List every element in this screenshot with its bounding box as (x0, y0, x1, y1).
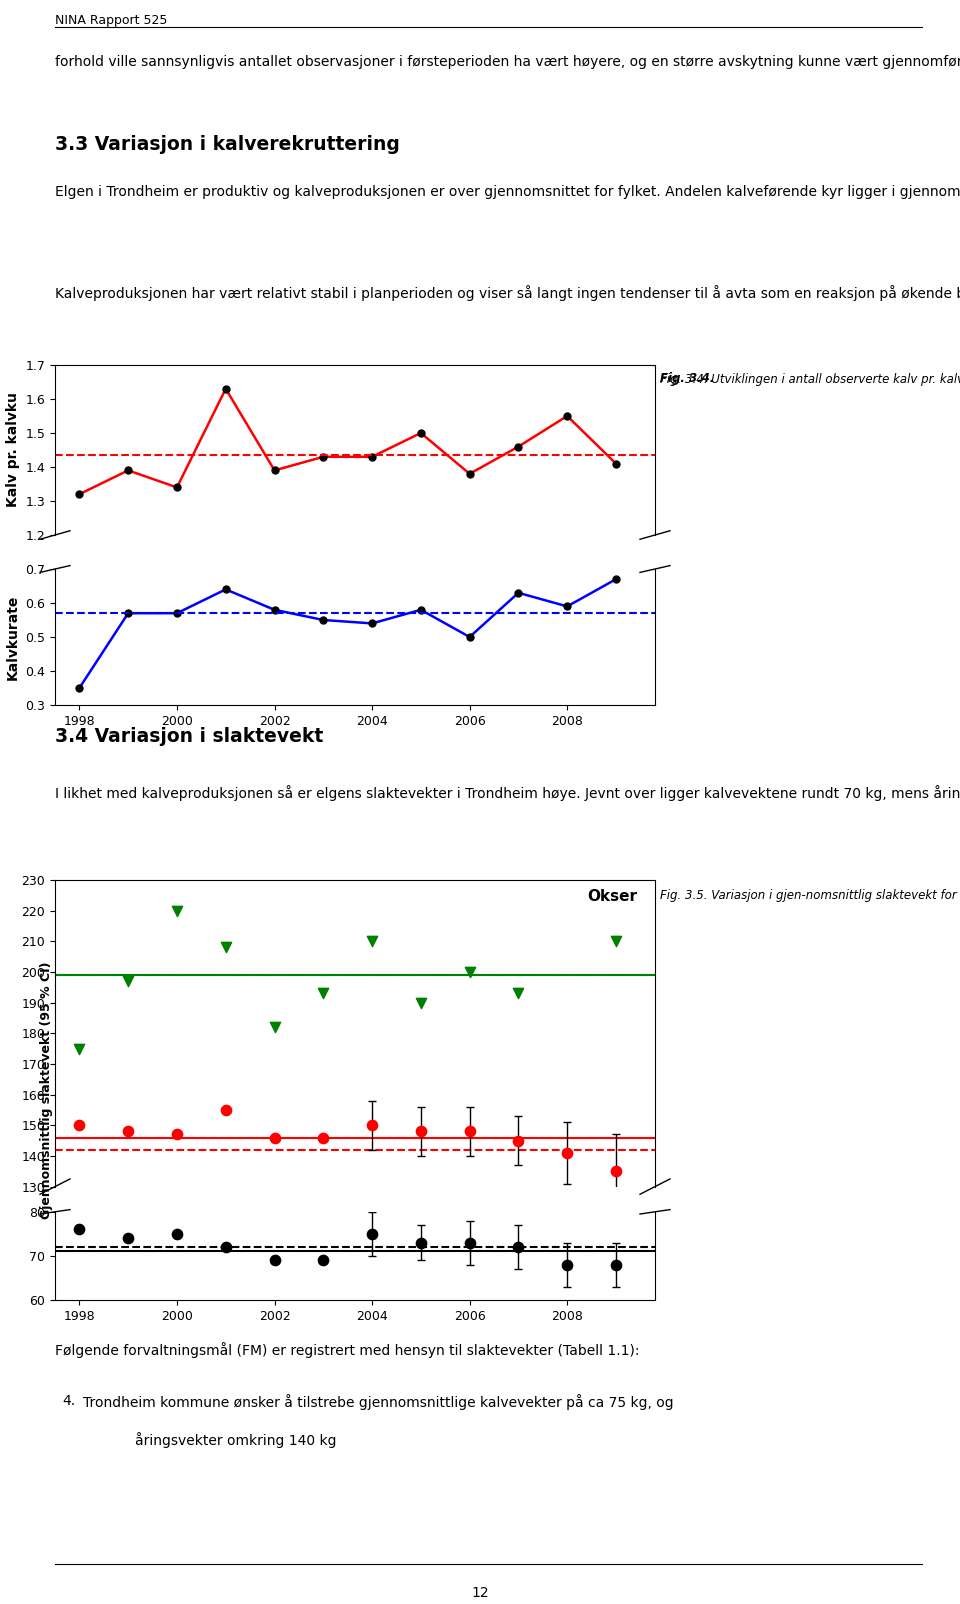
Text: 4.: 4. (61, 1394, 75, 1408)
Point (267, 1248, 282, 1274)
Text: 12: 12 (471, 1586, 489, 1601)
Point (169, 1221, 184, 1246)
Point (365, 1221, 380, 1246)
Point (72, 1036, 87, 1062)
Text: NINA Rapport 525: NINA Rapport 525 (55, 14, 167, 27)
Point (413, 990, 428, 1015)
Point (72, 1216, 87, 1241)
Point (560, 1140, 575, 1166)
Point (169, 898, 184, 924)
Point (267, 1014, 282, 1039)
Point (511, 980, 526, 1006)
Text: åringsvekter omkring 140 kg: åringsvekter omkring 140 kg (135, 1432, 337, 1448)
Point (218, 1097, 233, 1123)
Point (609, 929, 624, 954)
Point (218, 935, 233, 961)
Point (413, 1118, 428, 1144)
Y-axis label: Kalvkurate: Kalvkurate (6, 595, 20, 680)
Point (413, 1230, 428, 1256)
Text: Fig. 3.4.: Fig. 3.4. (660, 372, 714, 385)
Point (218, 1233, 233, 1259)
Point (365, 929, 380, 954)
Point (121, 969, 136, 994)
Point (316, 1248, 331, 1274)
Point (462, 1230, 477, 1256)
Text: Fig. 3.4. Utviklingen i antall observerte kalv pr. kalvførende ku (rød) og obser: Fig. 3.4. Utviklingen i antall observert… (660, 372, 960, 387)
Text: Gjennomsnittlig slaktevekt (95 % CI): Gjennomsnittlig slaktevekt (95 % CI) (40, 961, 53, 1219)
Text: forhold ville sannsynligvis antallet observasjoner i førsteperioden ha vært høye: forhold ville sannsynligvis antallet obs… (55, 55, 960, 69)
Point (169, 1121, 184, 1147)
Point (316, 1124, 331, 1150)
Text: 3.4 Variasjon i slaktevekt: 3.4 Variasjon i slaktevekt (55, 727, 324, 746)
Y-axis label: Kalv pr. kalvku: Kalv pr. kalvku (6, 393, 20, 507)
Point (316, 980, 331, 1006)
Point (511, 1233, 526, 1259)
Text: Trondheim kommune ønsker å tilstrebe gjennomsnittlige kalvevekter på ca 75 kg, o: Trondheim kommune ønsker å tilstrebe gje… (83, 1394, 674, 1410)
Text: Følgende forvaltningsmål (FM) er registrert med hensyn til slaktevekter (Tabell : Følgende forvaltningsmål (FM) er registr… (55, 1343, 639, 1359)
Text: Fig. 3.5. Variasjon i gjen-nomsnittlig slaktevekt for okser i perioden 1998-2009: Fig. 3.5. Variasjon i gjen-nomsnittlig s… (660, 889, 960, 903)
Text: Kalveproduksjonen har vært relativt stabil i planperioden og viser så langt inge: Kalveproduksjonen har vært relativt stab… (55, 286, 960, 302)
Point (609, 1251, 624, 1277)
Point (365, 1113, 380, 1139)
Point (121, 1118, 136, 1144)
Text: 3.3 Variasjon i kalverekruttering: 3.3 Variasjon i kalverekruttering (55, 135, 400, 154)
Point (462, 1118, 477, 1144)
Point (267, 1124, 282, 1150)
Text: Fig. 3.4. Utviklingen i antall observerte kalv pr. kalvførende ku (rød) og obser: Fig. 3.4. Utviklingen i antall observert… (660, 372, 960, 387)
Text: Elgen i Trondheim er produktiv og kalveproduksjonen er over gjennomsnittet for f: Elgen i Trondheim er produktiv og kalvep… (55, 184, 960, 199)
Point (511, 1128, 526, 1153)
Point (72, 1113, 87, 1139)
Point (560, 1251, 575, 1277)
Text: I likhet med kalveproduksjonen så er elgens slaktevekter i Trondheim høye. Jevnt: I likhet med kalveproduksjonen så er elg… (55, 784, 960, 800)
Point (462, 959, 477, 985)
Text: Okser: Okser (587, 889, 637, 905)
Point (121, 1225, 136, 1251)
Point (609, 1158, 624, 1184)
